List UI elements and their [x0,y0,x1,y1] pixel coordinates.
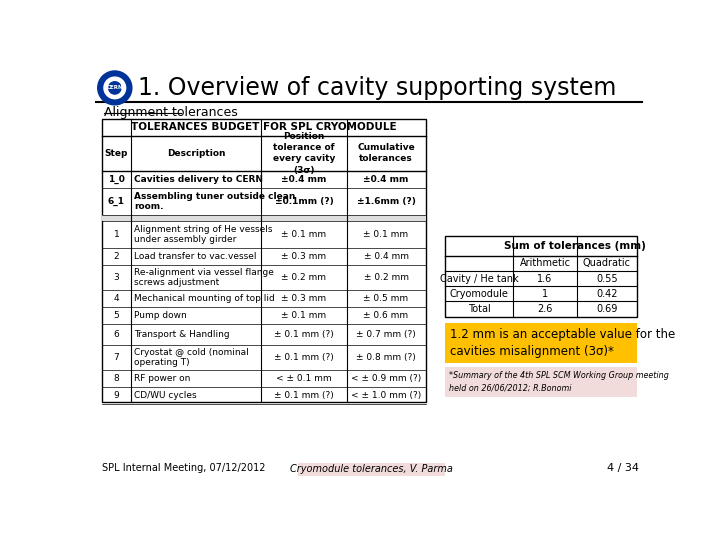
Text: Transport & Handling: Transport & Handling [134,330,230,339]
Text: ± 0.1 mm (?): ± 0.1 mm (?) [274,353,334,362]
Text: ± 0.3 mm: ± 0.3 mm [282,252,326,261]
Text: 1.2 mm is an acceptable value for the
cavities misalignment (3σ)*: 1.2 mm is an acceptable value for the ca… [449,328,675,358]
Text: Sum of tolerances (mm): Sum of tolerances (mm) [504,241,646,251]
Text: 1. Overview of cavity supporting system: 1. Overview of cavity supporting system [138,76,616,100]
Text: 1: 1 [114,230,120,239]
FancyBboxPatch shape [445,236,637,316]
Text: ± 0.6 mm: ± 0.6 mm [364,310,409,320]
Circle shape [109,82,121,94]
Text: Pump down: Pump down [134,310,187,320]
Text: CERN: CERN [107,85,123,90]
Text: Assembling tuner outside clean
room.: Assembling tuner outside clean room. [134,192,295,211]
Text: Description: Description [167,149,225,158]
Text: ± 0.7 mm (?): ± 0.7 mm (?) [356,330,416,339]
Text: 6: 6 [114,330,120,339]
Text: Quadratic: Quadratic [583,259,631,268]
Text: 5: 5 [114,310,120,320]
Text: Mechanical mounting of top lid: Mechanical mounting of top lid [134,294,275,302]
Text: ±0.4 mm: ±0.4 mm [282,175,327,184]
Text: Cavity / He tank: Cavity / He tank [440,274,518,284]
Text: 7: 7 [114,353,120,362]
Text: Load transfer to vac.vessel: Load transfer to vac.vessel [134,252,256,261]
Text: ±0.1mm (?): ±0.1mm (?) [274,197,333,206]
Text: Cumulative
tolerances: Cumulative tolerances [357,143,415,164]
Text: Alignment string of He vessels
under assembly girder: Alignment string of He vessels under ass… [134,225,273,244]
FancyBboxPatch shape [445,323,637,363]
Text: RF power on: RF power on [134,374,191,383]
Text: Re-alignment via vessel flange
screws adjustment: Re-alignment via vessel flange screws ad… [134,268,274,287]
Text: 3: 3 [114,273,120,282]
Text: < ± 1.0 mm (?): < ± 1.0 mm (?) [351,390,421,400]
Text: 1_0: 1_0 [108,175,125,184]
Text: ± 0.2 mm: ± 0.2 mm [364,273,408,282]
FancyBboxPatch shape [102,119,426,402]
Text: SPL Internal Meeting, 07/12/2012: SPL Internal Meeting, 07/12/2012 [102,463,265,473]
Text: 2.6: 2.6 [537,304,553,314]
Text: Cavities delivery to CERN: Cavities delivery to CERN [134,175,264,184]
Text: 0.42: 0.42 [596,289,618,299]
Text: ± 0.1 mm (?): ± 0.1 mm (?) [274,330,334,339]
Text: CD/WU cycles: CD/WU cycles [134,390,197,400]
Text: ± 0.8 mm (?): ± 0.8 mm (?) [356,353,416,362]
Text: Step: Step [104,149,128,158]
Text: ± 0.4 mm: ± 0.4 mm [364,252,408,261]
Text: 1.6: 1.6 [537,274,552,284]
Text: 0.55: 0.55 [596,274,618,284]
Text: 0.69: 0.69 [596,304,618,314]
Text: ± 0.2 mm: ± 0.2 mm [282,273,326,282]
FancyBboxPatch shape [445,367,637,397]
Text: 8: 8 [114,374,120,383]
Text: ± 0.1 mm: ± 0.1 mm [282,230,326,239]
Text: 4: 4 [114,294,120,302]
Text: TOLERANCES BUDGET FOR SPL CRYOMODULE: TOLERANCES BUDGET FOR SPL CRYOMODULE [131,122,397,132]
Text: 9: 9 [114,390,120,400]
Text: < ± 0.1 mm: < ± 0.1 mm [276,374,332,383]
Circle shape [98,71,132,105]
Text: 4 / 34: 4 / 34 [607,463,639,473]
Text: 2: 2 [114,252,120,261]
Text: Cryostat @ cold (nominal
operating T): Cryostat @ cold (nominal operating T) [134,348,249,367]
FancyBboxPatch shape [102,215,426,221]
Text: Cryomodule: Cryomodule [449,289,508,299]
Text: ± 0.1 mm: ± 0.1 mm [282,310,326,320]
Text: ±1.6mm (?): ±1.6mm (?) [356,197,415,206]
Text: ± 0.1 mm (?): ± 0.1 mm (?) [274,390,334,400]
Text: Position
tolerance of
every cavity
(3σ): Position tolerance of every cavity (3σ) [273,132,335,174]
Text: 6_1: 6_1 [108,197,125,206]
Text: ± 0.3 mm: ± 0.3 mm [282,294,326,302]
FancyBboxPatch shape [297,463,445,476]
Text: Arithmetic: Arithmetic [519,259,570,268]
Text: ± 0.5 mm: ± 0.5 mm [364,294,409,302]
Text: < ± 0.9 mm (?): < ± 0.9 mm (?) [351,374,421,383]
Text: *Summary of the 4th SPL SCM Working Group meeting
held on 26/06/2012; R.Bonomi: *Summary of the 4th SPL SCM Working Grou… [449,372,669,392]
Text: ± 0.1 mm: ± 0.1 mm [364,230,409,239]
Text: Alignment tolerances: Alignment tolerances [104,106,238,119]
Text: ±0.4 mm: ±0.4 mm [364,175,409,184]
Circle shape [104,77,126,99]
Text: Cryomodule tolerances, V. Parma: Cryomodule tolerances, V. Parma [290,464,453,475]
Text: Total: Total [468,304,490,314]
Text: 1: 1 [542,289,548,299]
